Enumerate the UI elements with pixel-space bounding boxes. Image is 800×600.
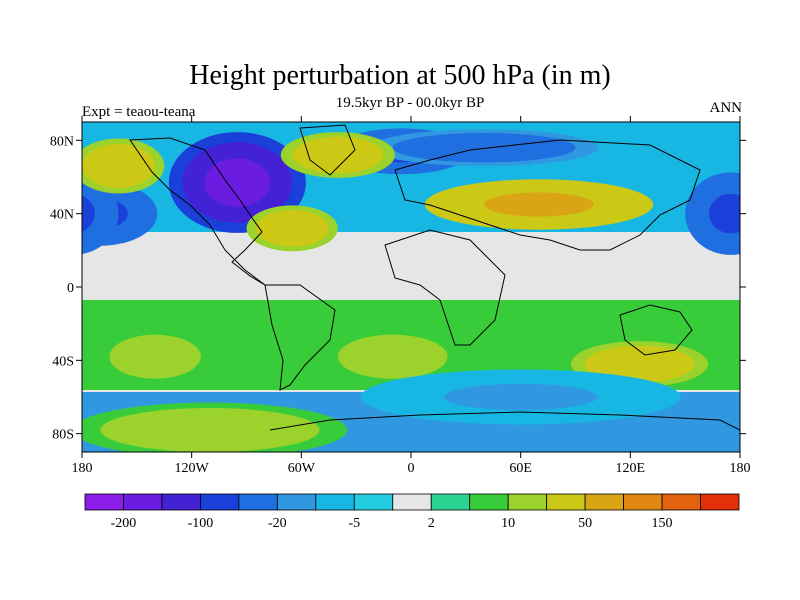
south-pacific-high-feature	[97, 329, 213, 385]
colorbar-box	[353, 493, 394, 511]
south-america-coast	[264, 284, 336, 391]
eurasia-high-core	[484, 192, 594, 217]
colorbar-box	[200, 493, 240, 511]
east-asia-low-core-wrap	[82, 195, 95, 232]
colorbar-box	[238, 493, 278, 511]
south-pacific-high-core	[127, 343, 183, 370]
x-tick-label: 120E	[616, 461, 646, 476]
colorbar-label: -20	[268, 516, 287, 531]
y-tick-label: 80N	[50, 134, 74, 149]
colorbar-label: -200	[111, 516, 137, 531]
australia-coast	[619, 304, 693, 356]
eurasia-coast	[394, 139, 701, 251]
x-tick-label: 0	[408, 461, 415, 476]
x-tick-label: 60W	[288, 461, 316, 476]
eurasia-high-feature	[424, 179, 654, 230]
x-axis: 180 120W 60W 0 60E 120E 180	[72, 116, 751, 476]
southern-ocean-low-core	[443, 383, 598, 411]
north-america-low-feature	[168, 132, 306, 233]
colorbar-label: 150	[652, 516, 673, 531]
colorbar: -200 -100 -20 -5 2 10 50 150	[84, 493, 740, 531]
antarctica-coast	[269, 411, 740, 431]
atlantic-high-feature	[246, 205, 338, 252]
south-atlantic-high-feature	[324, 329, 462, 385]
north-america-low-core	[204, 158, 271, 207]
colorbar-box	[161, 493, 201, 511]
colorbar-box	[584, 493, 624, 511]
colorbar-box	[123, 493, 163, 511]
experiment-label: Expt = teaou-teana	[82, 104, 196, 120]
north-america-coast	[129, 137, 266, 286]
arctic-low-feature	[369, 129, 599, 167]
atlantic-high-core	[270, 217, 315, 240]
colorbar-box	[546, 493, 586, 511]
colorbar-box	[84, 493, 124, 511]
antarctic-high-feature	[82, 402, 347, 452]
chart-subtitle: 19.5kyr BP - 00.0kyr BP	[335, 95, 485, 111]
colorbar-box	[315, 493, 355, 511]
greenland-coast	[299, 124, 356, 176]
x-tick-label: 60E	[509, 461, 532, 476]
colorbar-box	[623, 493, 663, 511]
colorbar-label: 2	[428, 516, 435, 531]
x-tick-label: 180	[730, 461, 751, 476]
east-asia-low-mid-wrap	[82, 181, 110, 246]
colorbar-box	[469, 493, 509, 511]
greenland-high-feature	[280, 132, 396, 178]
pacific-high-west-feature	[82, 138, 165, 194]
africa-coast	[384, 229, 506, 346]
arctic-low-core	[429, 138, 539, 157]
colorbar-box	[430, 493, 471, 511]
y-tick-label: 0	[67, 281, 74, 296]
y-tick-label: 80S	[52, 428, 74, 443]
indian-ocean-high-core	[606, 353, 673, 375]
height-field	[82, 122, 740, 452]
coastlines	[129, 124, 740, 431]
x-tick-label: 120W	[175, 461, 210, 476]
southern-ocean-low-feature	[360, 369, 681, 425]
colorbar-label: 10	[501, 516, 515, 531]
y-tick-label: 40N	[50, 208, 74, 223]
field-features	[82, 128, 740, 452]
x-tick-label: 180	[72, 461, 93, 476]
colorbar-label: -100	[188, 516, 214, 531]
chart-title: Height perturbation at 500 hPa (in m)	[189, 60, 611, 91]
colorbar-label: 50	[578, 516, 592, 531]
colorbar-box	[507, 493, 548, 511]
east-asia-low-feature	[82, 172, 740, 255]
season-label: ANN	[709, 100, 743, 116]
south-atlantic-high-core	[359, 343, 426, 370]
colorbar-box	[661, 493, 701, 511]
pacific-high-west-core	[96, 152, 141, 180]
antarctic-high-core	[144, 416, 276, 444]
y-axis: 80N 40N 0 40S 80S	[50, 134, 746, 443]
colorbar-label: -5	[348, 516, 360, 531]
colorbar-box	[700, 493, 740, 511]
colorbar-box	[276, 493, 317, 511]
east-asia-low-core	[708, 193, 740, 234]
y-tick-label: 40S	[52, 354, 74, 369]
colorbar-box	[392, 493, 432, 511]
greenland-high-core	[310, 144, 366, 166]
